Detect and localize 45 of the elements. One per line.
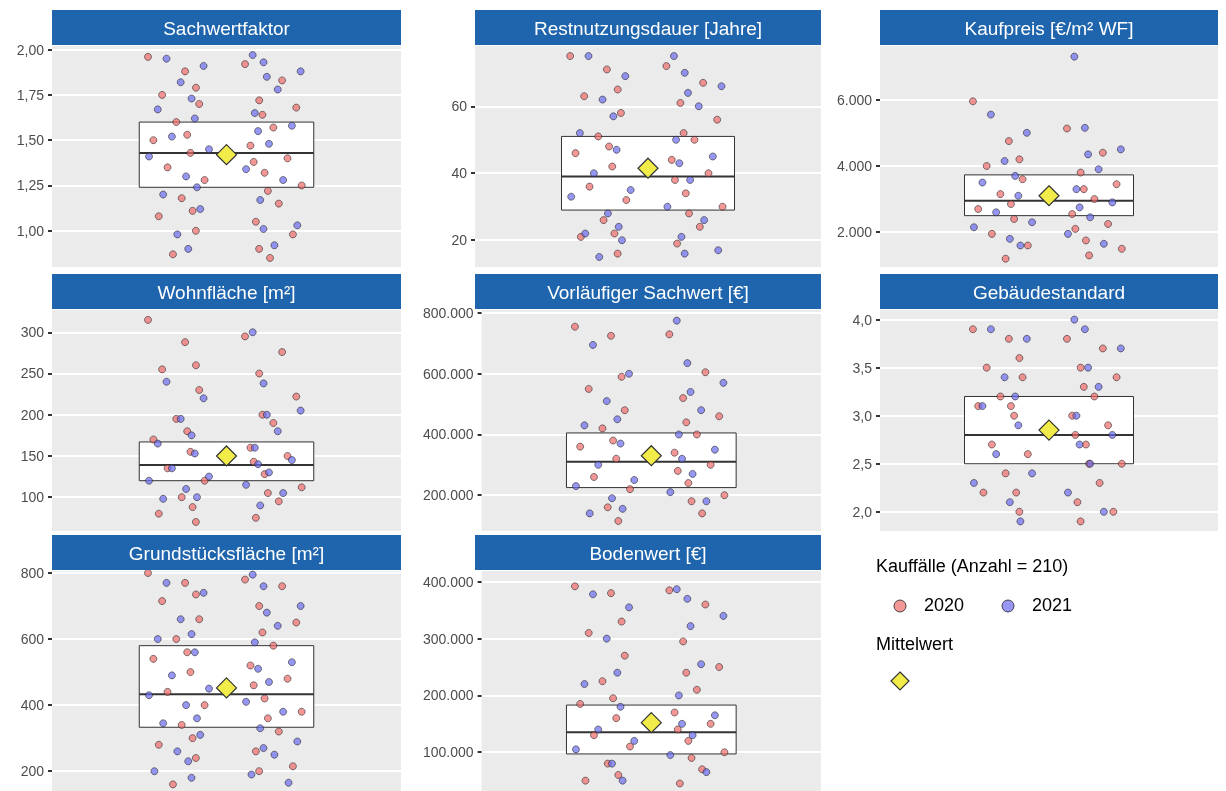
y-tick-label: 300 bbox=[20, 324, 45, 341]
y-tick-label: 3,5 bbox=[852, 359, 873, 376]
chart-title: Sachwertfaktor bbox=[163, 17, 291, 39]
y-tick-label: 1,50 bbox=[16, 132, 45, 149]
y-tick-label: 800 bbox=[20, 564, 45, 581]
y-tick-label: 250 bbox=[20, 365, 45, 382]
y-tick-label: 200.000 bbox=[423, 687, 474, 704]
y-tick-label: 150 bbox=[20, 447, 45, 464]
legend-label: 2021 bbox=[1032, 595, 1073, 616]
y-tick-label: 200 bbox=[20, 763, 45, 780]
y-tick-label: 20 bbox=[451, 232, 468, 249]
chart-title: Restnutzungsdauer [Jahre] bbox=[533, 17, 763, 39]
y-tick-label: 4,0 bbox=[852, 311, 873, 328]
chart-title: Kaufpreis [€/m² WF] bbox=[964, 17, 1134, 39]
y-tick-label: 1,00 bbox=[16, 222, 45, 239]
y-tick-label: 1,25 bbox=[16, 177, 45, 194]
y-tick-label: 600.000 bbox=[423, 365, 474, 382]
y-tick-label: 60 bbox=[451, 98, 468, 115]
y-tick-label: 300.000 bbox=[423, 630, 474, 647]
chart-title: Gebäudestandard bbox=[972, 281, 1126, 303]
y-tick-label: 800.000 bbox=[423, 305, 474, 322]
legend-label: 2020 bbox=[924, 595, 965, 616]
y-tick-label: 400 bbox=[20, 697, 45, 714]
chart-title: Vorläufiger Sachwert [€] bbox=[547, 281, 749, 303]
y-tick-label: 400.000 bbox=[423, 426, 474, 443]
chart-title: Bodenwert [€] bbox=[589, 542, 707, 564]
y-tick-label: 1,75 bbox=[16, 86, 45, 103]
y-tick-label: 2.000 bbox=[836, 224, 873, 241]
y-tick-label: 6.000 bbox=[836, 91, 873, 108]
y-tick-label: 400.000 bbox=[423, 573, 474, 590]
text: Mittelwert bbox=[876, 634, 954, 655]
y-tick-label: 200 bbox=[20, 406, 45, 423]
y-tick-label: 2,0 bbox=[852, 503, 873, 520]
y-tick-label: 2,5 bbox=[852, 455, 873, 472]
y-tick-label: 40 bbox=[451, 165, 468, 182]
y-tick-label: 600 bbox=[20, 631, 45, 648]
y-tick-label: 2,00 bbox=[16, 41, 45, 58]
y-tick-label: 3,0 bbox=[852, 407, 873, 424]
chart-title: Grundstücksfläche [m²] bbox=[128, 542, 325, 564]
y-tick-label: 100 bbox=[20, 489, 45, 506]
y-tick-label: 100.000 bbox=[423, 744, 474, 761]
legend-title: Kauffälle (Anzahl = 210) bbox=[876, 556, 1070, 577]
y-tick-label: 4.000 bbox=[836, 157, 873, 174]
chart-title: Wohnfläche [m²] bbox=[157, 281, 296, 303]
y-tick-label: 200.000 bbox=[423, 487, 474, 504]
